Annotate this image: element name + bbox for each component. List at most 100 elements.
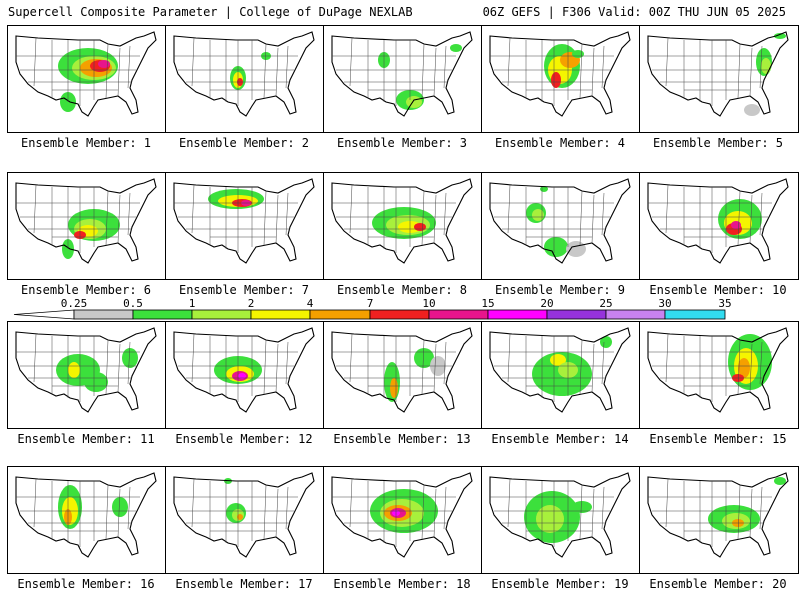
country-outline: [173, 472, 315, 558]
member-label: Ensemble Member: 19: [491, 577, 629, 591]
map-panel-member-1: [7, 25, 167, 133]
state-border: [749, 47, 753, 97]
colorbar-tick-label: 1: [189, 297, 196, 310]
state-border: [421, 339, 425, 395]
state-border: [33, 184, 37, 234]
scp-contour: [774, 477, 786, 485]
colorbar-segment: [309, 309, 371, 320]
scp-map: [647, 31, 789, 117]
scp-contour: [600, 336, 612, 348]
member-label: Ensemble Member: 11: [17, 432, 155, 446]
state-border: [349, 478, 353, 528]
member-label: Ensemble Member: 8: [336, 283, 468, 297]
member-label: Ensemble Member: 12: [175, 432, 313, 446]
scp-contour: [414, 348, 434, 368]
color-scale-bar: 0.25 0.5 1 2 4 7 10 15 20 25 30 35: [13, 297, 732, 320]
map-panel-member-9: [481, 172, 641, 280]
state-border: [737, 484, 741, 540]
scp-map: [331, 327, 473, 413]
scp-map: [173, 178, 315, 264]
state-border: [507, 184, 511, 234]
scp-contour: [566, 241, 586, 257]
state-border: [105, 484, 109, 540]
colorbar-tick-label: 0.5: [123, 297, 143, 310]
scp-map: [173, 472, 315, 558]
country-outline: [331, 31, 473, 117]
state-border: [579, 43, 583, 99]
colorbar-tick-label: 0.25: [61, 297, 88, 310]
scp-map: [647, 472, 789, 558]
member-label: Ensemble Member: 10: [649, 283, 787, 297]
scp-contour: [390, 378, 398, 398]
state-border: [33, 333, 37, 383]
state-border: [665, 333, 669, 383]
state-border: [665, 478, 669, 528]
state-border: [591, 488, 595, 538]
state-border: [579, 484, 583, 540]
state-border: [601, 192, 605, 236]
state-border: [191, 37, 195, 87]
state-border: [263, 484, 267, 540]
country-outline: [173, 31, 315, 117]
scp-contour: [406, 96, 422, 108]
state-border: [285, 45, 289, 89]
state-border: [105, 43, 109, 99]
scp-map: [647, 327, 789, 413]
state-border: [665, 184, 669, 234]
map-panel-member-13: [323, 321, 483, 429]
scp-contour: [536, 505, 564, 533]
country-outline: [647, 327, 789, 413]
scp-map: [173, 31, 315, 117]
state-border: [443, 341, 447, 385]
state-border: [105, 190, 109, 246]
state-border: [127, 486, 131, 530]
state-border: [275, 488, 279, 538]
member-label: Ensemble Member: 5: [652, 136, 784, 150]
country-outline: [489, 31, 631, 117]
scp-contour: [744, 104, 760, 116]
state-border: [349, 333, 353, 383]
scp-contour: [738, 358, 750, 378]
state-border: [421, 190, 425, 246]
state-border: [443, 192, 447, 236]
scp-contour: [238, 373, 246, 379]
map-panel-member-15: [639, 321, 799, 429]
colorbar-lower-arrow: [13, 309, 75, 320]
state-border: [275, 343, 279, 393]
scp-contour: [237, 514, 243, 520]
scp-contour: [98, 60, 110, 68]
state-border: [759, 341, 763, 385]
state-border: [433, 47, 437, 97]
state-border: [507, 37, 511, 87]
map-panel-member-10: [639, 172, 799, 280]
map-panel-member-20: [639, 466, 799, 574]
state-border: [591, 47, 595, 97]
map-panel-member-17: [165, 466, 325, 574]
member-label: Ensemble Member: 3: [336, 136, 468, 150]
country-outline: [331, 178, 473, 264]
scp-contour: [68, 362, 80, 378]
member-label: Ensemble Member: 7: [178, 283, 310, 297]
state-border: [191, 478, 195, 528]
state-border: [601, 341, 605, 385]
colorbar-segment: [664, 309, 726, 320]
state-border: [601, 45, 605, 89]
scp-contour: [122, 348, 138, 368]
scp-contour: [112, 497, 128, 517]
member-label: Ensemble Member: 2: [178, 136, 310, 150]
colorbar-segment: [73, 309, 134, 320]
state-border: [443, 45, 447, 89]
scp-map: [173, 327, 315, 413]
state-border: [737, 43, 741, 99]
colorbar-segment: [428, 309, 489, 320]
map-panel-member-8: [323, 172, 483, 280]
country-outline: [173, 327, 315, 413]
state-border: [601, 486, 605, 530]
state-border: [443, 486, 447, 530]
colorbar-tick-label: 4: [307, 297, 314, 310]
state-border: [759, 45, 763, 89]
scp-map: [647, 178, 789, 264]
member-label: Ensemble Member: 15: [649, 432, 787, 446]
scp-contour: [774, 33, 786, 39]
colorbar-tick-label: 20: [540, 297, 553, 310]
